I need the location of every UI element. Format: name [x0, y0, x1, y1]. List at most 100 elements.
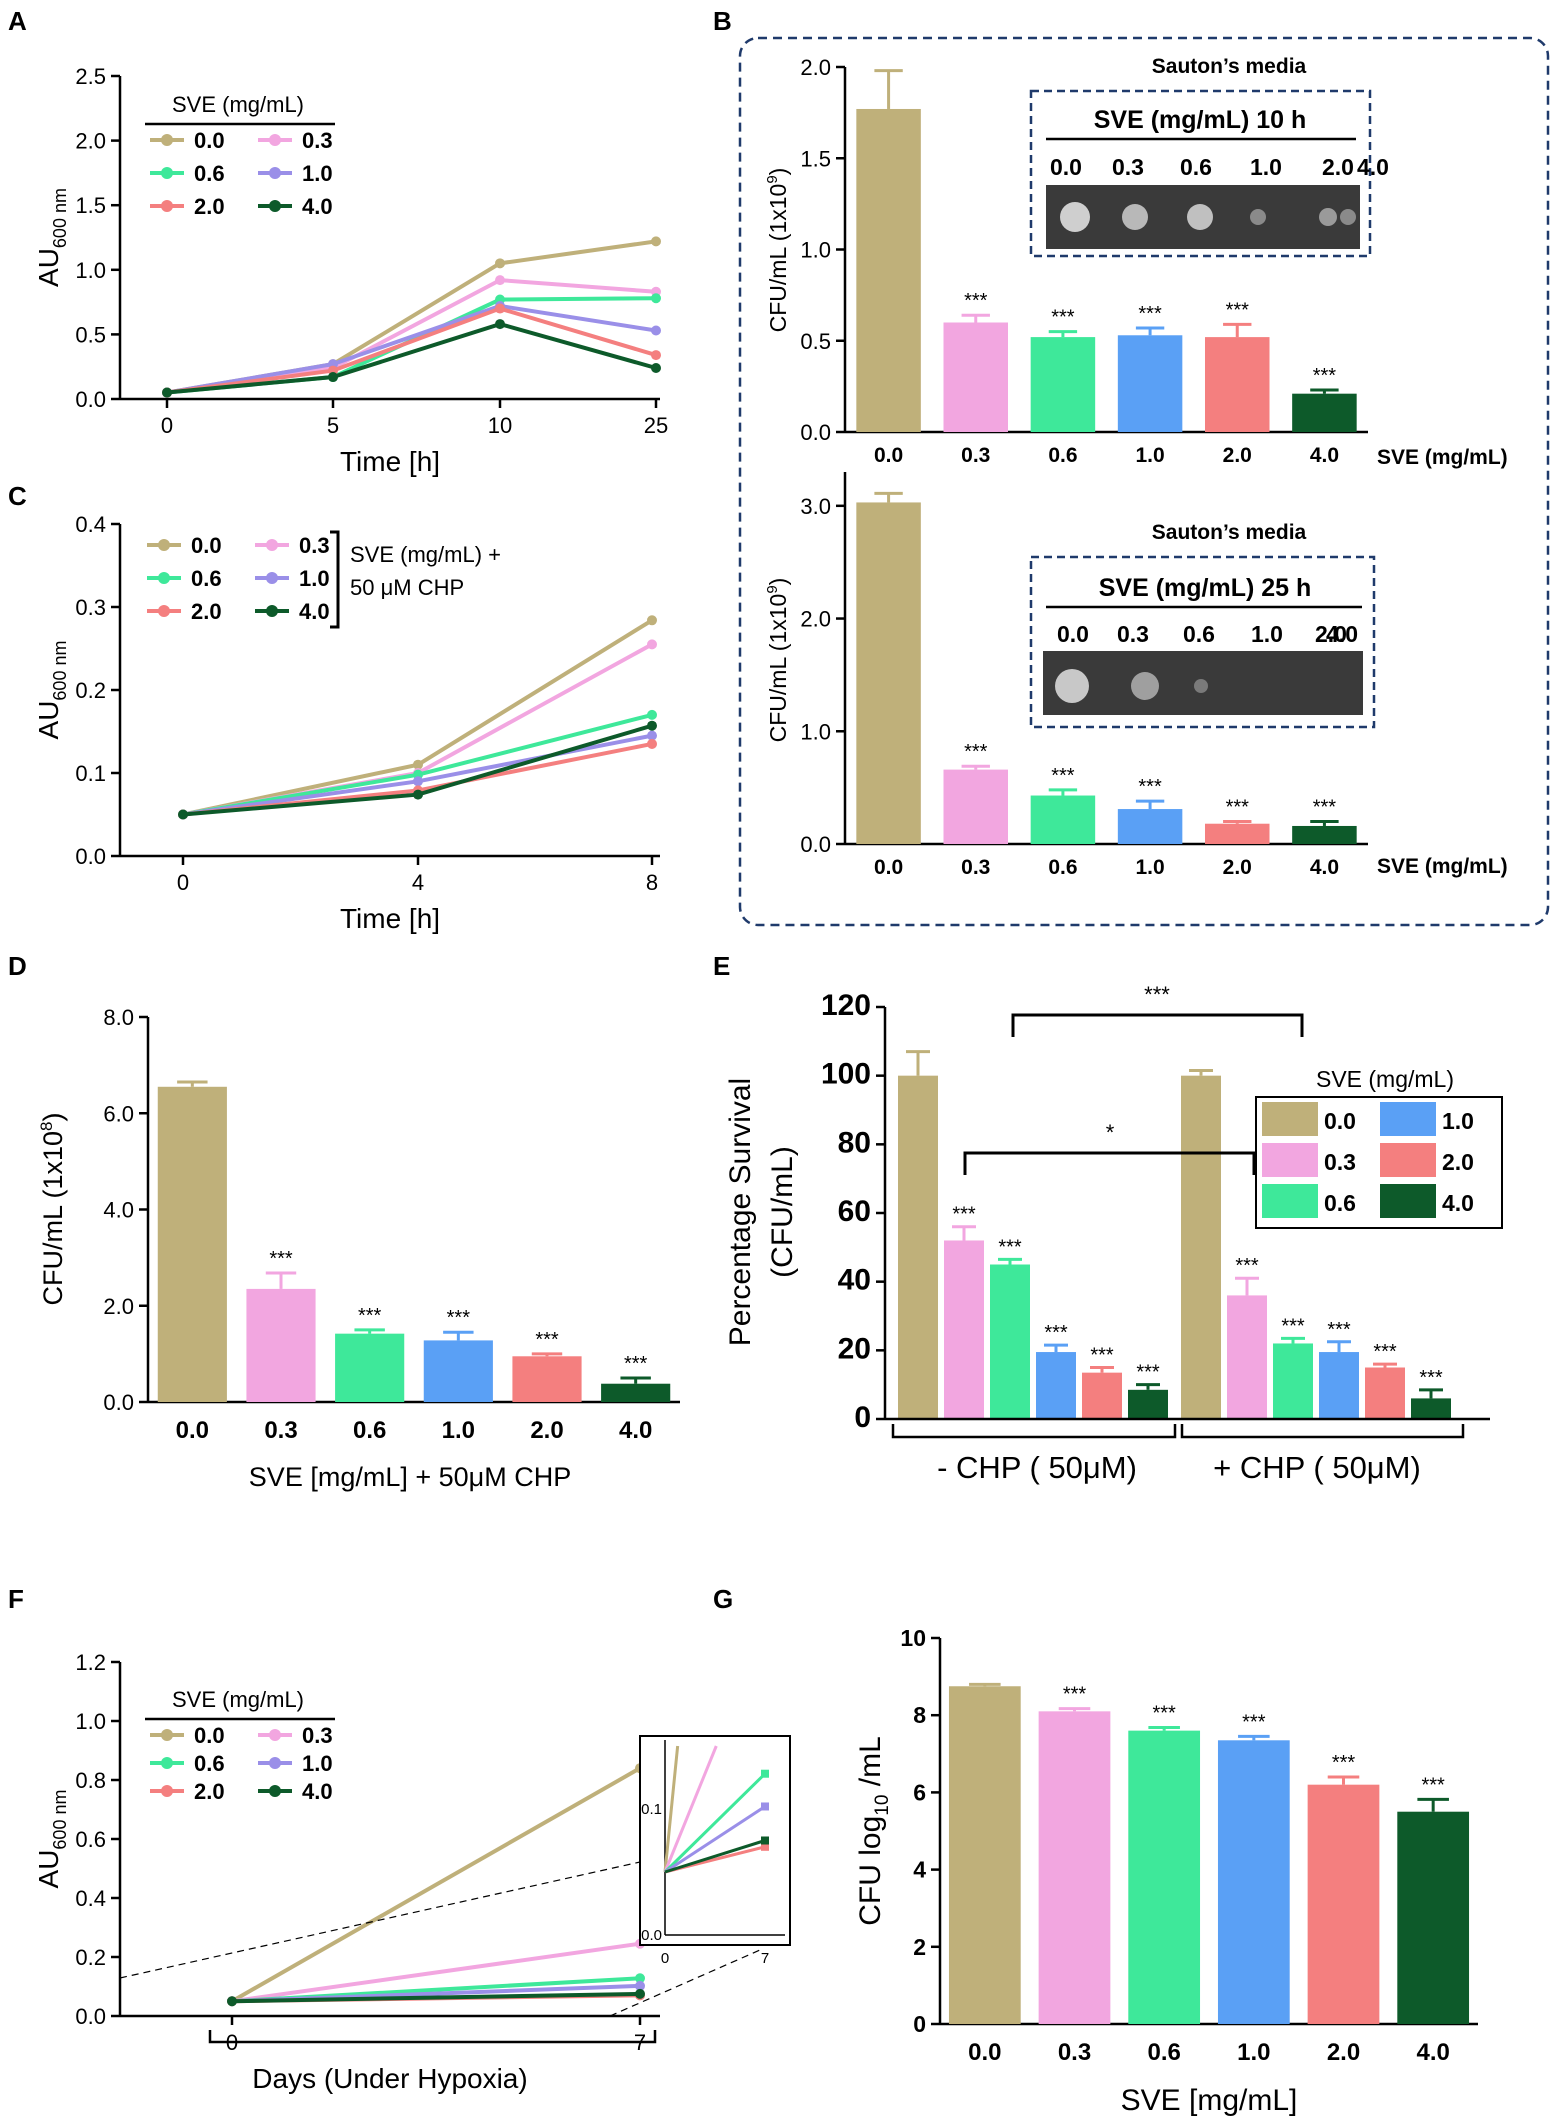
bar-0.6 — [335, 1333, 405, 1402]
significance-label: *** — [1242, 1711, 1266, 1733]
x-tick-label: 0.3 — [1058, 2039, 1091, 2066]
bar-2.0 — [1082, 1372, 1122, 1419]
chart-f: 0.0 0.2 0.4 0.6 0.8 1.0 1.2 0 7 Days (Under Hypox… — [33, 1650, 791, 2094]
x-axis-label: SVE (mg/mL) — [1377, 446, 1508, 469]
y-tick-label: 1.0 — [75, 1709, 106, 1734]
x-tick-label: 0.6 — [353, 1417, 386, 1444]
comparison-label: * — [1106, 1120, 1115, 1145]
y-axis-label: CFU/mL (1x109) — [764, 168, 791, 333]
inset-label: 1.0 — [1251, 621, 1283, 647]
colony-spot — [1187, 204, 1213, 230]
data-point — [647, 615, 657, 626]
y-tick-label: 0 — [854, 1401, 871, 1434]
y-tick-label: 1.5 — [800, 146, 831, 171]
legend-swatch — [1262, 1143, 1318, 1177]
legend-swatch-marker — [269, 134, 281, 146]
y-tick-label: 2.0 — [103, 1294, 134, 1319]
colony-spot — [1319, 208, 1337, 226]
y-axis-label: CFU/mL (1x109) — [764, 578, 791, 743]
inset-label: 0.0 — [1057, 621, 1089, 647]
chart-b-top: 0.0 0.5 1.0 1.5 2.0 0.0 *** 0.3 *** 0.6 *** 1.0 *** 2… — [764, 55, 1508, 469]
x-axis-label: Time [h] — [340, 903, 440, 934]
bar-0.6 — [1030, 337, 1096, 432]
legend-label: 0.0 — [194, 1723, 225, 1748]
bar-4.0 — [1292, 393, 1357, 432]
x-tick-label: 0.3 — [961, 444, 990, 467]
y-tick-label: 0.4 — [75, 1886, 106, 1911]
legend-label: 1.0 — [1442, 1108, 1474, 1134]
y-axis-label-sub: 600 nm — [50, 641, 70, 701]
bar-4.0 — [1128, 1389, 1168, 1419]
bar-0.3 — [943, 769, 1009, 844]
data-point — [647, 720, 657, 731]
y-tick-label: 4.0 — [103, 1198, 134, 1223]
colony-spot — [1122, 204, 1148, 230]
x-tick-label: 1.0 — [1135, 856, 1164, 879]
group-label: - CHP ( 50μM) — [937, 1450, 1137, 1485]
significance-label: *** — [1313, 796, 1337, 818]
significance-label: *** — [1138, 303, 1162, 325]
legend-bracket — [330, 530, 340, 629]
bar-2.0 — [512, 1356, 582, 1402]
significance-label: *** — [998, 1236, 1022, 1258]
data-point — [647, 738, 657, 749]
legend-label: 0.6 — [194, 161, 225, 186]
colony-spot — [1131, 672, 1159, 700]
y-tick-label: 2.0 — [75, 129, 106, 154]
x-axis-bracket — [208, 2030, 657, 2044]
legend-swatch-marker — [266, 539, 278, 551]
bar-0.6 — [1030, 795, 1096, 844]
colony-spot — [1340, 209, 1356, 225]
x-tick-label: 0.6 — [1048, 444, 1077, 467]
bar-0.3 — [1227, 1295, 1267, 1419]
y-axis-label-sub: 600 nm — [50, 1790, 70, 1850]
x-tick-label: 1.0 — [1135, 444, 1164, 467]
legend-swatch-marker — [161, 1785, 173, 1797]
legend-swatch-marker — [269, 1785, 281, 1797]
significance-label: *** — [535, 1329, 559, 1351]
group-bracket — [891, 1424, 1177, 1439]
x-tick-label: 4 — [412, 870, 424, 895]
significance-label: *** — [269, 1248, 293, 1270]
x-tick-label: 4.0 — [1310, 856, 1339, 879]
legend-swatch-marker — [161, 1729, 173, 1741]
chart-title: Sauton’s media — [1152, 55, 1307, 78]
legend-swatch-marker — [158, 539, 170, 551]
x-tick-label: 4.0 — [619, 1417, 652, 1444]
legend-swatch — [1380, 1143, 1436, 1177]
y-tick-label: 0.2 — [75, 1945, 106, 1970]
inset-label: 0.3 — [1117, 621, 1149, 647]
y-tick-label: 0.6 — [75, 1827, 106, 1852]
chart-g: 0 2 4 6 8 10 0.0 *** 0.3 *** 0.6 *** 1.0 *** 2.0 *** 4.0… — [854, 1625, 1478, 2117]
y-tick-label: 0.1 — [75, 761, 106, 786]
legend-label: 0.3 — [299, 533, 330, 558]
panel-label-b: B — [713, 6, 732, 36]
data-point — [651, 325, 661, 336]
legend-swatch-marker — [161, 1757, 173, 1769]
legend-swatch-marker — [266, 572, 278, 584]
y-tick-label: 120 — [821, 989, 871, 1022]
y-tick-label: 0.8 — [75, 1768, 106, 1793]
legend-label: 0.6 — [1324, 1190, 1356, 1216]
y-tick-label: 0.0 — [800, 832, 831, 857]
y-tick-label: 2.0 — [800, 607, 831, 632]
data-point — [647, 730, 657, 741]
inset-series-line — [663, 1745, 718, 1873]
legend-label: 0.6 — [194, 1751, 225, 1776]
y-tick-label: 0.5 — [800, 329, 831, 354]
chart-a: 0.0 0.5 1.0 1.5 2.0 2.5 0 5 10 25 Time [h] AU600 nm… — [33, 64, 668, 477]
legend-swatch-marker — [266, 605, 278, 617]
data-point — [647, 709, 657, 720]
legend-label: 4.0 — [302, 1779, 333, 1804]
y-tick-label: 0.0 — [103, 1390, 134, 1415]
legend-label: 0.0 — [191, 533, 222, 558]
y-tick-label: 100 — [821, 1058, 871, 1091]
bar-0.0 — [948, 1686, 1021, 2024]
data-point — [227, 1996, 237, 2007]
legend-label: 0.6 — [191, 566, 222, 591]
bar-1.0 — [1117, 335, 1183, 432]
legend-swatch-marker — [158, 605, 170, 617]
legend-label: 1.0 — [302, 161, 333, 186]
inset-data-point — [761, 1836, 769, 1845]
